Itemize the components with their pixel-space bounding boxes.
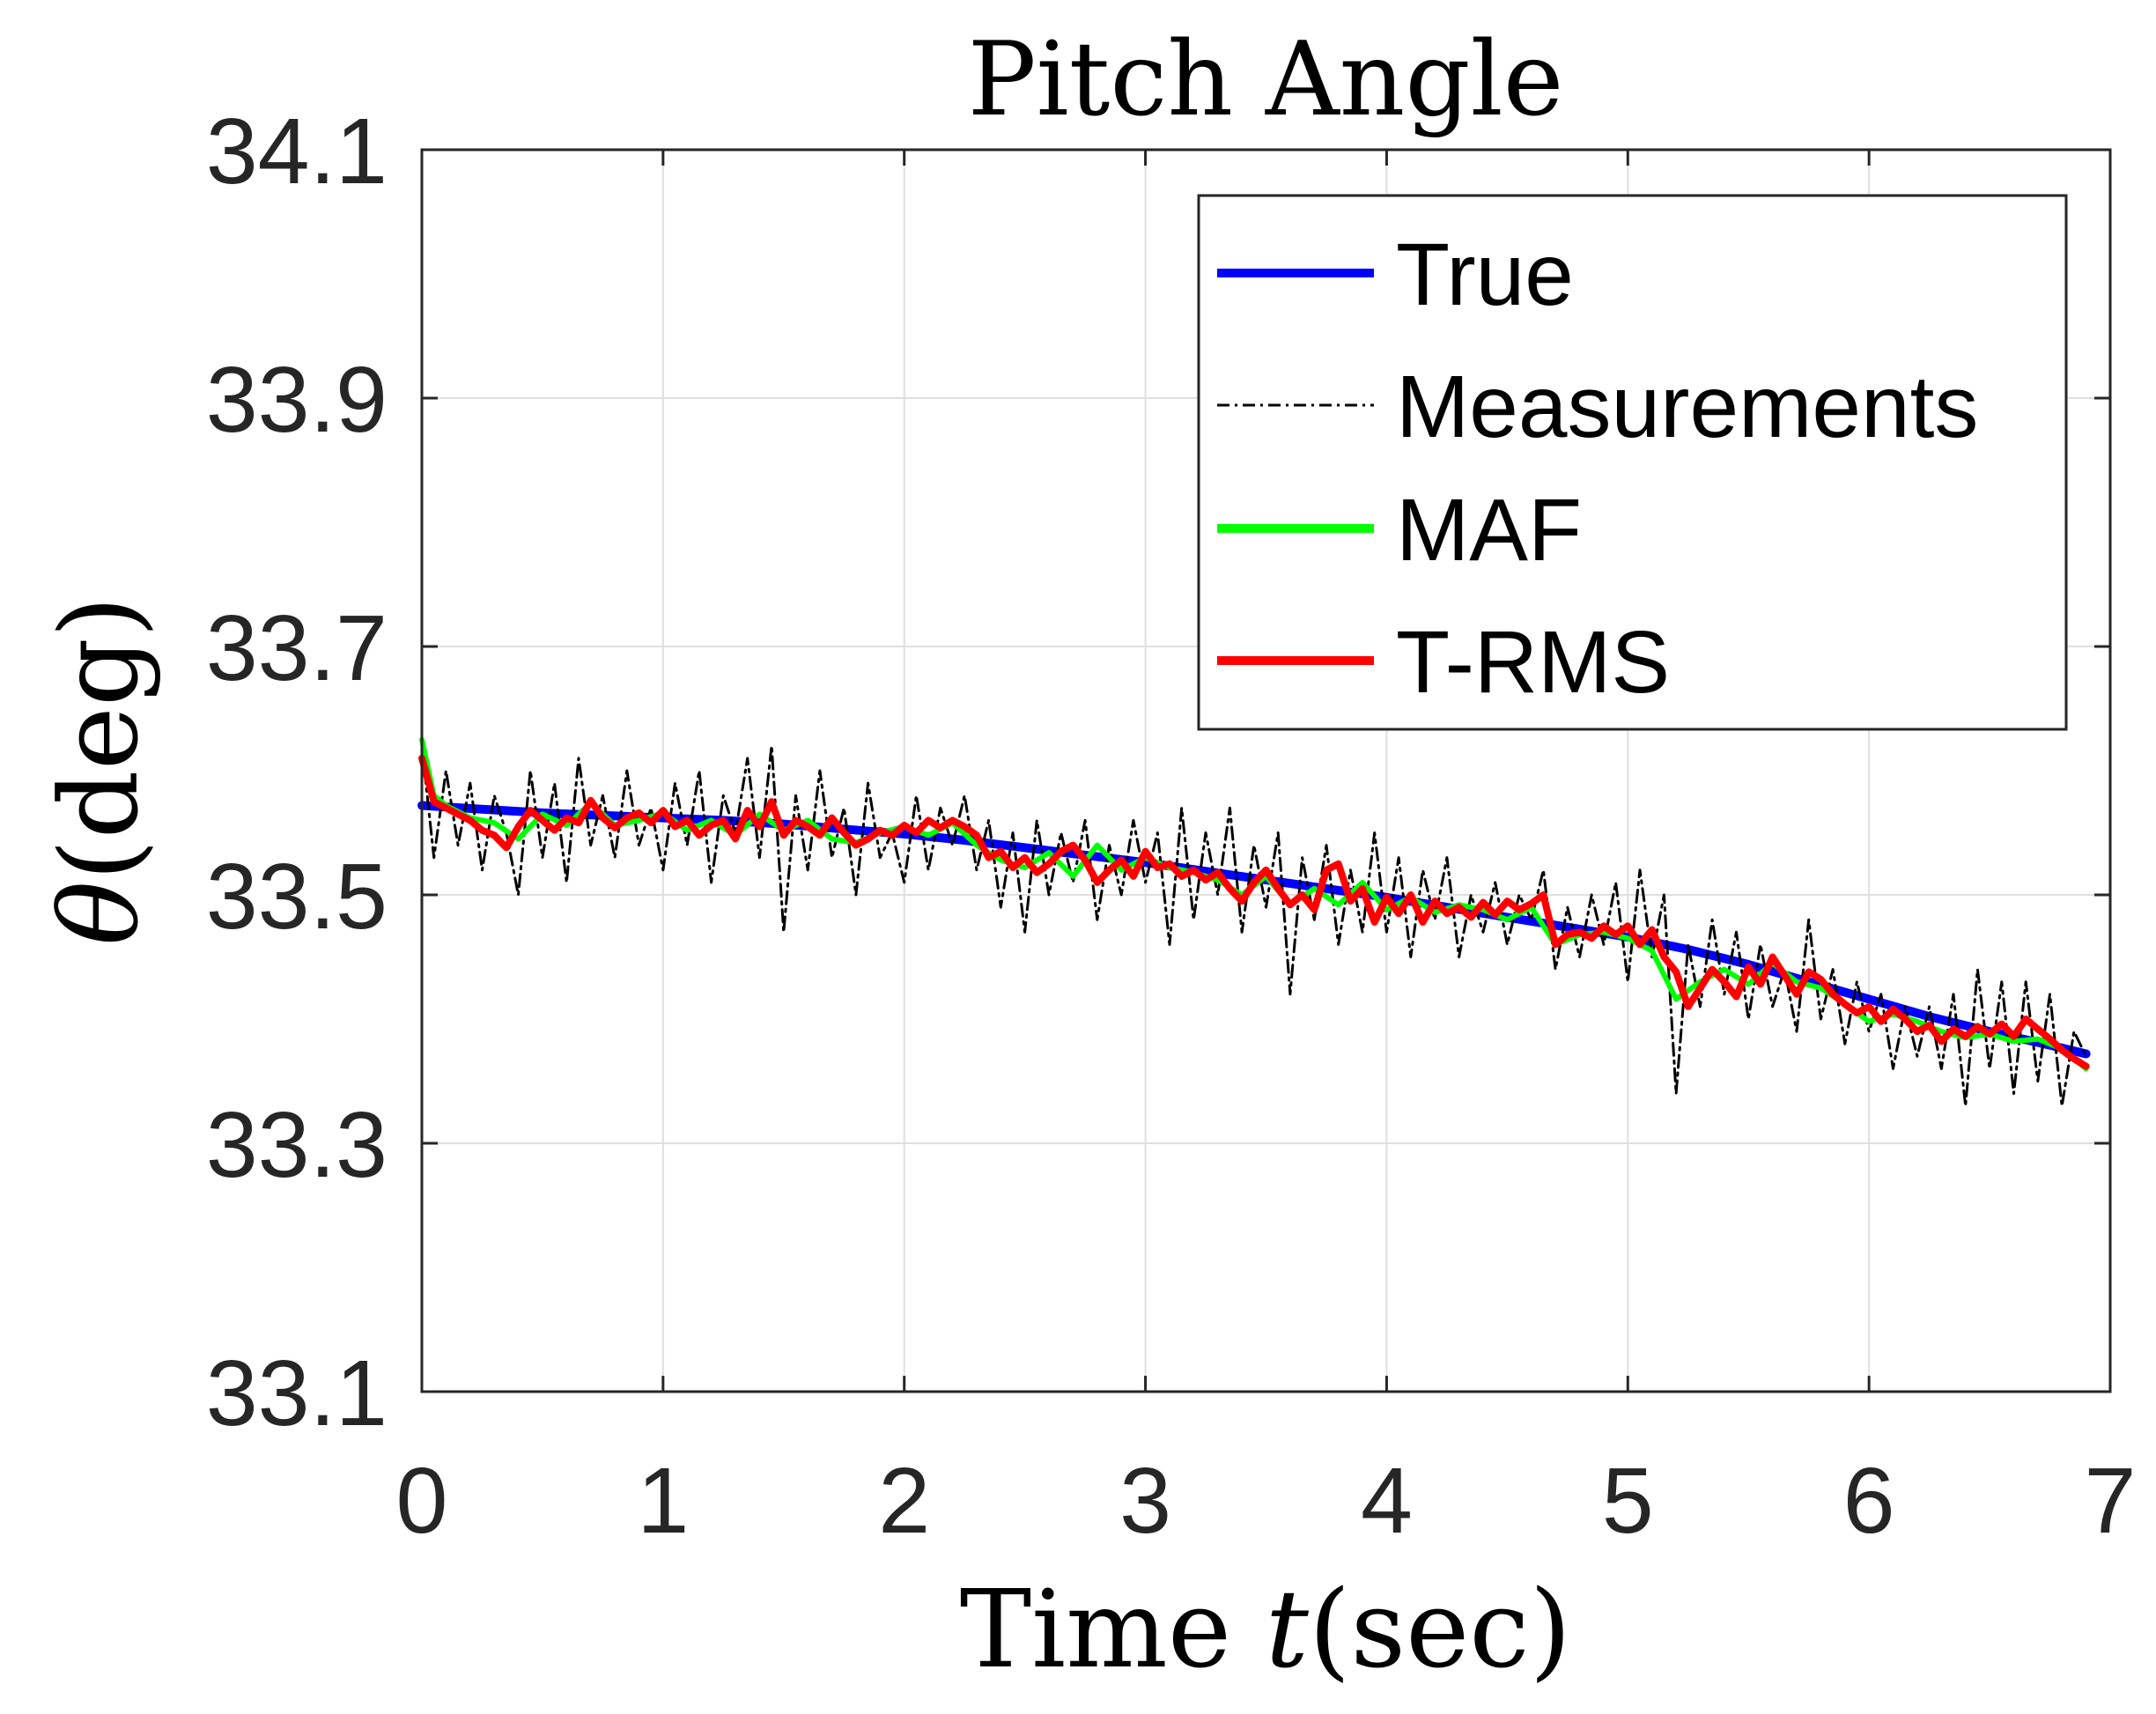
- y-axis-label-variable: θ: [37, 881, 162, 945]
- y-tick-label: 33.7: [206, 596, 388, 700]
- x-tick-label: 4: [1361, 1449, 1413, 1553]
- y-tick-label: 33.9: [206, 348, 388, 452]
- axes-box: [420, 148, 2112, 1393]
- x-axis-label-prefix: Time: [960, 1567, 1266, 1692]
- legend-label-true: True: [1396, 225, 1574, 324]
- tick-labels: 0 1 2 3 4 5 6 7 33.1 33.3 33.5 33.7 33.9 34.1: [206, 100, 2137, 1553]
- x-tick-label: 1: [637, 1449, 689, 1553]
- x-tick-label: 0: [396, 1449, 448, 1553]
- y-tick-label: 34.1: [206, 100, 388, 203]
- legend-label-t-rms: T-RMS: [1396, 613, 1670, 712]
- chart-title: Pitch Angle: [968, 20, 1564, 139]
- series-line-measurements: [420, 744, 2088, 1108]
- y-tick-label: 33.3: [206, 1093, 388, 1197]
- y-tick-label: 33.5: [206, 845, 388, 949]
- tick-marks: [420, 148, 2112, 1393]
- y-axis-label: θ(deg): [37, 595, 162, 945]
- y-axis-label-unit: (deg): [37, 595, 162, 881]
- legend-label-maf: MAF: [1396, 481, 1582, 580]
- x-tick-label: 2: [878, 1449, 930, 1553]
- x-axis-label-variable: t: [1266, 1567, 1310, 1692]
- y-tick-label: 33.1: [206, 1341, 388, 1445]
- data-series: [417, 736, 2091, 1108]
- series-line-t-rms: [418, 754, 2090, 1070]
- x-tick-label: 5: [1602, 1449, 1654, 1553]
- x-tick-label: 6: [1843, 1449, 1895, 1553]
- legend-label-measurements: Measurements: [1396, 358, 1978, 456]
- x-axis-label: Time t(sec): [960, 1567, 1571, 1692]
- legend: True Measurements MAF T-RMS: [1197, 194, 2068, 731]
- x-axis-label-unit: (sec): [1309, 1567, 1571, 1692]
- x-tick-label: 7: [2085, 1449, 2137, 1553]
- legend-box: [1197, 194, 2068, 731]
- x-tick-label: 3: [1119, 1449, 1171, 1553]
